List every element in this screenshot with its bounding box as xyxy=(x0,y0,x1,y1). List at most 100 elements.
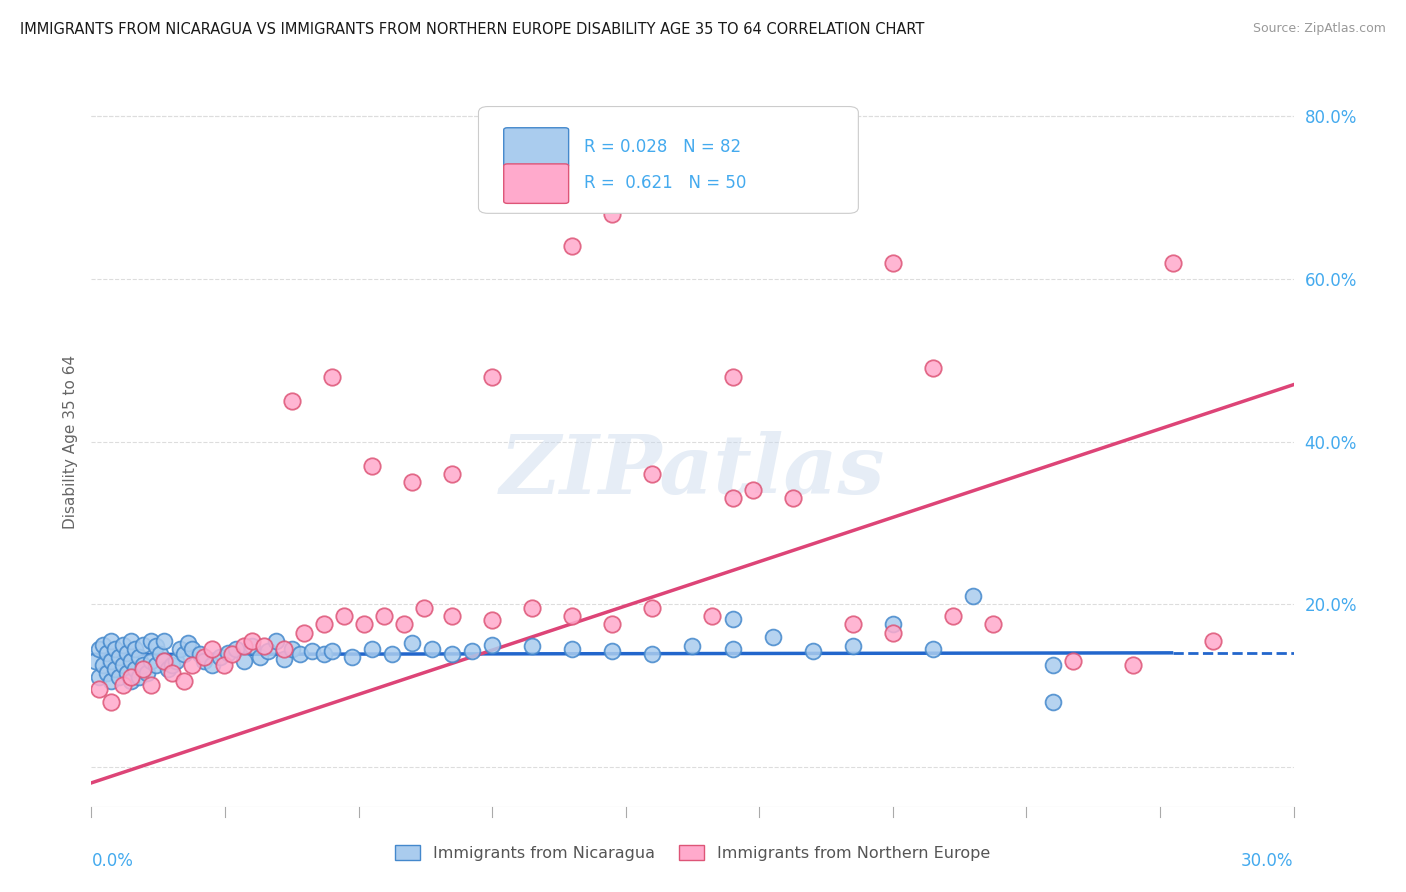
Point xyxy=(132,662,155,676)
Point xyxy=(225,641,247,656)
Point xyxy=(522,640,544,654)
Point xyxy=(360,458,382,473)
FancyBboxPatch shape xyxy=(503,128,568,168)
Point xyxy=(440,467,463,481)
Point xyxy=(481,369,503,384)
Point xyxy=(481,613,503,627)
Point xyxy=(340,649,363,664)
Point xyxy=(281,641,304,656)
Point xyxy=(117,646,139,660)
Point xyxy=(440,648,463,662)
Point xyxy=(721,369,744,384)
Point xyxy=(392,617,415,632)
Point xyxy=(232,654,254,668)
Point xyxy=(145,640,167,654)
Point xyxy=(160,658,183,673)
Point xyxy=(561,609,583,624)
Point xyxy=(333,609,356,624)
Point xyxy=(108,649,131,664)
Point xyxy=(121,674,143,689)
Point xyxy=(100,674,122,689)
Point xyxy=(602,617,624,632)
Point xyxy=(212,658,235,673)
Point xyxy=(312,617,335,632)
Point xyxy=(89,682,111,697)
Point xyxy=(201,658,224,673)
Point xyxy=(141,654,163,668)
Point xyxy=(145,658,167,673)
Point xyxy=(321,369,343,384)
Point xyxy=(381,648,404,662)
Point xyxy=(100,654,122,668)
Point xyxy=(281,393,304,408)
Point xyxy=(641,601,664,615)
Point xyxy=(141,633,163,648)
Point xyxy=(232,640,254,654)
Point xyxy=(353,617,375,632)
Point xyxy=(782,491,804,506)
Point xyxy=(201,641,224,656)
Point xyxy=(264,633,287,648)
Point xyxy=(602,644,624,658)
Text: R =  0.621   N = 50: R = 0.621 N = 50 xyxy=(585,174,747,192)
Point xyxy=(221,648,243,662)
Point xyxy=(273,652,295,666)
Point xyxy=(89,641,111,656)
Point xyxy=(156,662,179,676)
Point xyxy=(108,670,131,684)
Point xyxy=(321,644,343,658)
Point xyxy=(1042,695,1064,709)
Point xyxy=(1062,654,1084,668)
Point xyxy=(440,609,463,624)
Point xyxy=(301,644,323,658)
Point xyxy=(249,649,271,664)
Point xyxy=(981,617,1004,632)
Point xyxy=(522,601,544,615)
Point xyxy=(1202,633,1225,648)
Text: 30.0%: 30.0% xyxy=(1241,852,1294,870)
FancyBboxPatch shape xyxy=(478,106,858,213)
Point xyxy=(741,483,763,498)
Point xyxy=(1042,658,1064,673)
Point xyxy=(104,641,127,656)
Point xyxy=(762,630,785,644)
Point xyxy=(273,641,295,656)
Point xyxy=(721,612,744,626)
Point xyxy=(112,678,135,692)
Point xyxy=(180,641,202,656)
Point xyxy=(121,670,143,684)
Point xyxy=(165,654,187,668)
Point xyxy=(641,467,664,481)
Point xyxy=(124,641,146,656)
Point xyxy=(882,625,904,640)
Point xyxy=(461,644,484,658)
Point xyxy=(100,695,122,709)
Point xyxy=(413,601,436,615)
Point xyxy=(128,670,150,684)
Point xyxy=(841,640,863,654)
Point xyxy=(96,646,118,660)
Point xyxy=(112,638,135,652)
Text: IMMIGRANTS FROM NICARAGUA VS IMMIGRANTS FROM NORTHERN EUROPE DISABILITY AGE 35 T: IMMIGRANTS FROM NICARAGUA VS IMMIGRANTS … xyxy=(20,22,924,37)
Point xyxy=(292,625,315,640)
Point xyxy=(121,633,143,648)
Point xyxy=(124,662,146,676)
Point xyxy=(288,648,311,662)
Point xyxy=(96,666,118,681)
Point xyxy=(217,646,239,660)
Point xyxy=(373,609,395,624)
Point xyxy=(240,633,263,648)
Point xyxy=(169,641,191,656)
Point xyxy=(602,207,624,221)
Point xyxy=(882,256,904,270)
Point xyxy=(360,641,382,656)
Point xyxy=(922,361,945,376)
Point xyxy=(141,678,163,692)
Point xyxy=(240,640,263,654)
Point xyxy=(208,649,231,664)
Point xyxy=(841,617,863,632)
Point xyxy=(93,658,115,673)
Point xyxy=(801,644,824,658)
Point xyxy=(721,491,744,506)
Point xyxy=(401,475,423,490)
